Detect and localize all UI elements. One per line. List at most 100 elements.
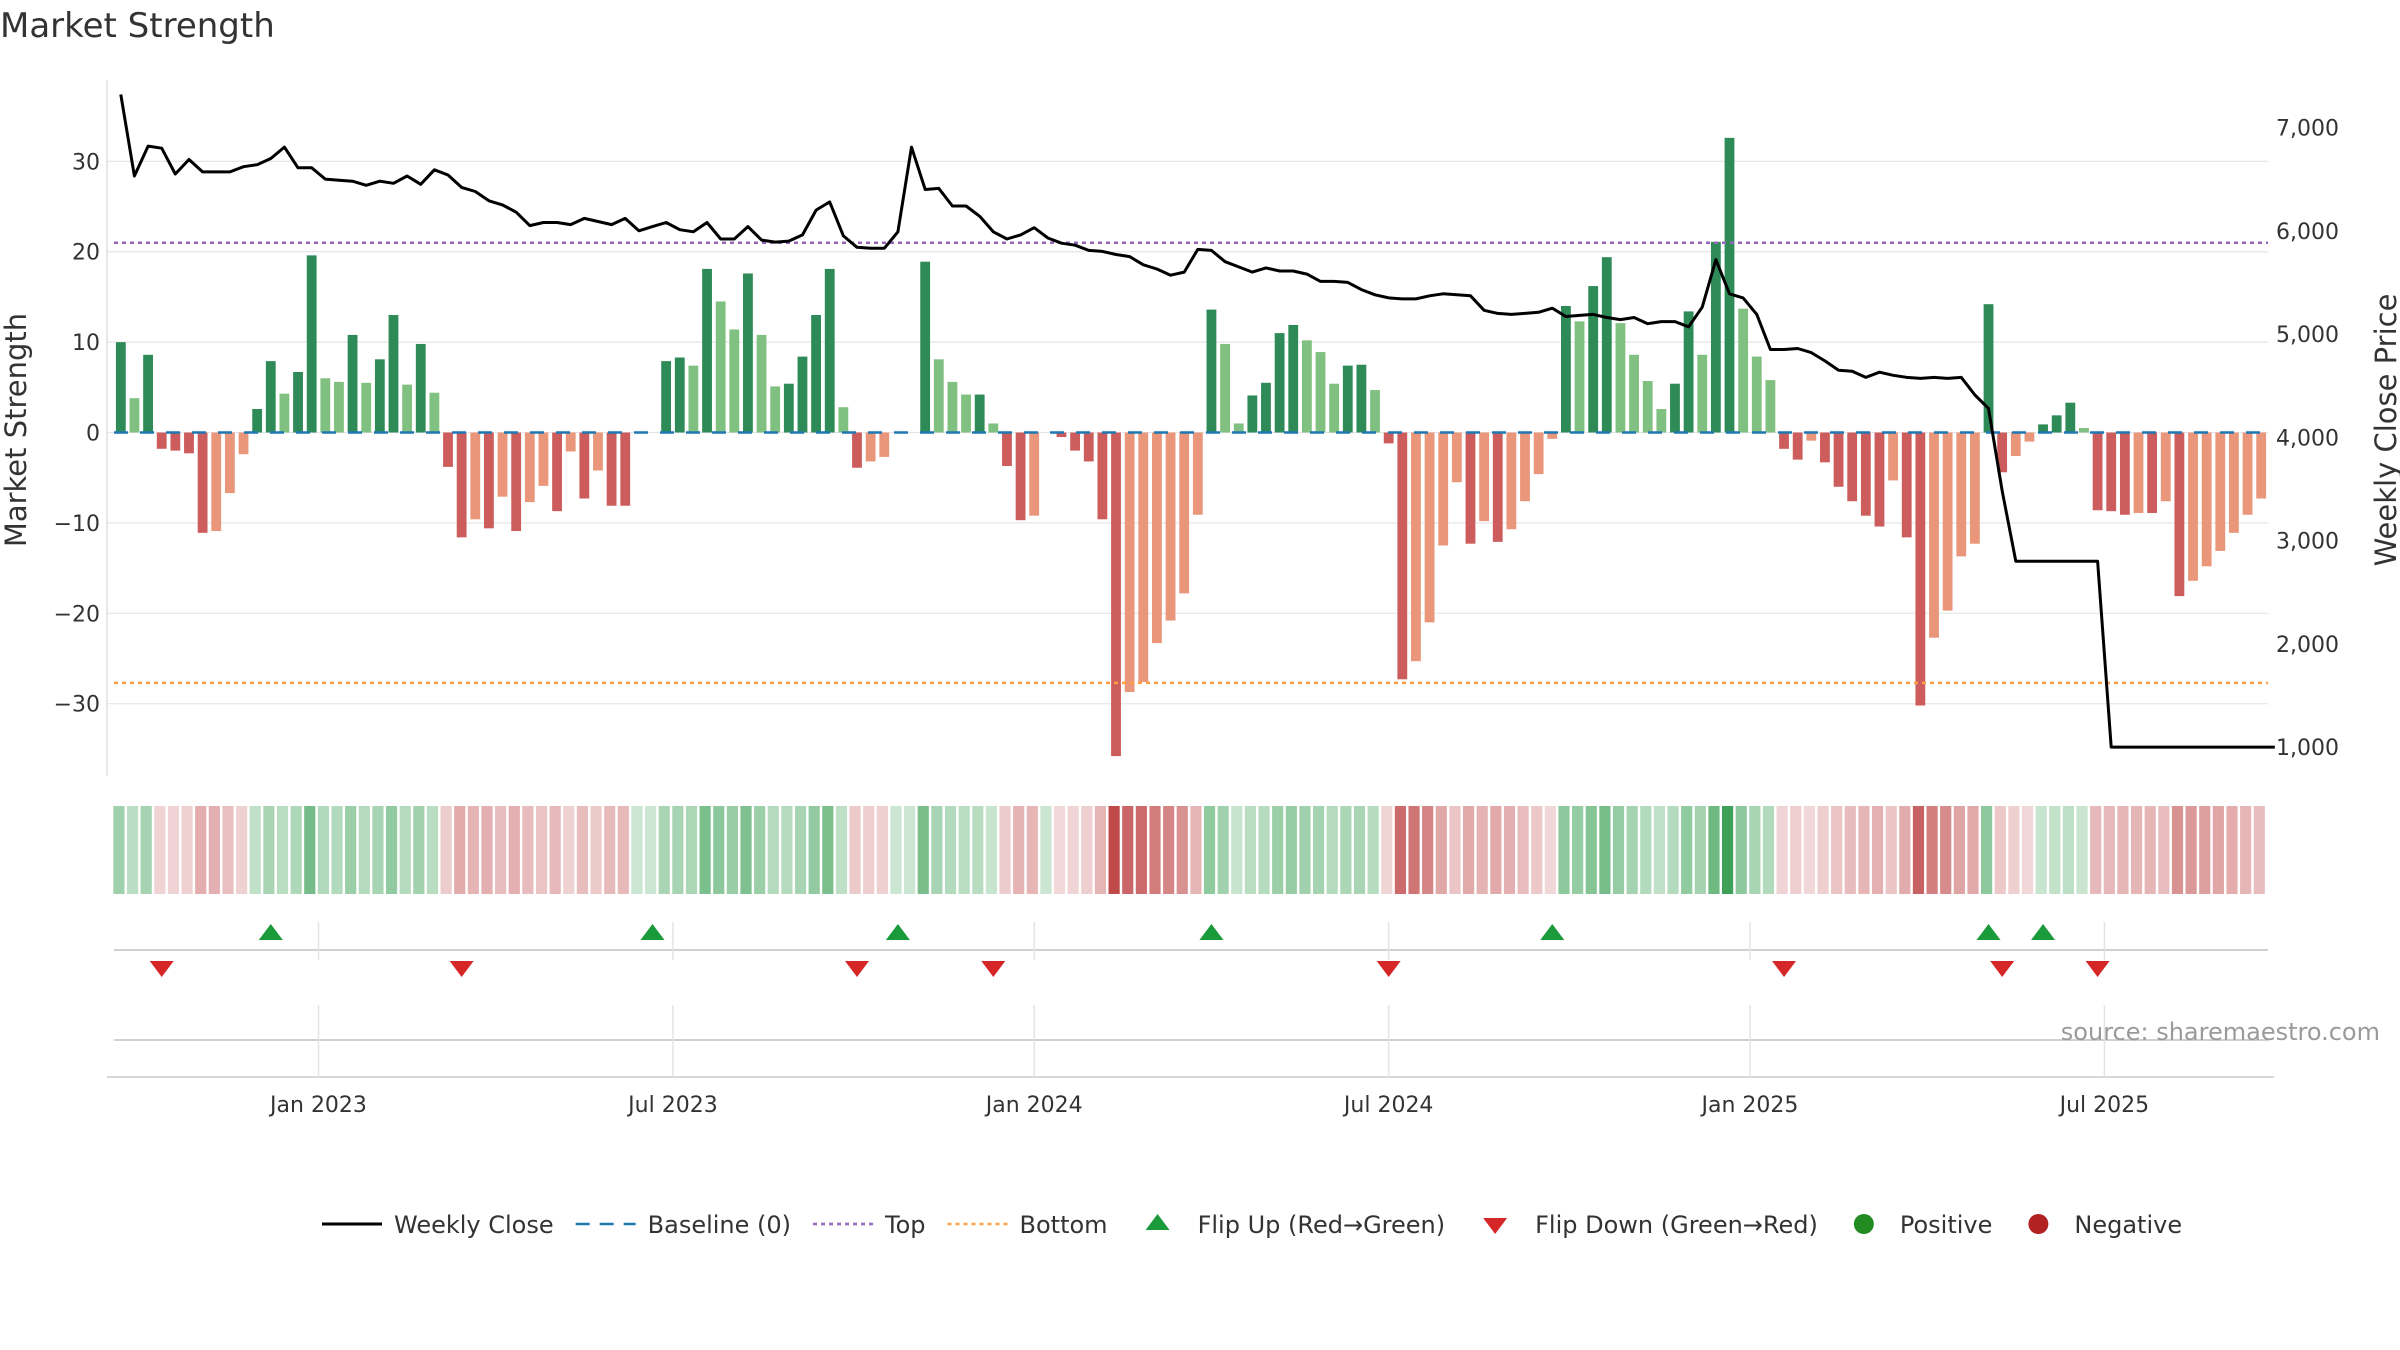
heat-cell xyxy=(1203,806,1216,894)
legend-label: Negative xyxy=(2074,1211,2182,1239)
legend-label: Weekly Close xyxy=(394,1211,554,1239)
strength-bar xyxy=(1710,241,1721,433)
y-tick-label-right: 6,000 xyxy=(2276,220,2339,245)
heat-cell xyxy=(1040,806,1052,894)
y-tick-label-left: 0 xyxy=(86,422,100,447)
legend-item: Flip Up (Red→Green) xyxy=(1145,1211,1446,1239)
heat-cell xyxy=(2253,806,2265,894)
legend-label: Baseline (0) xyxy=(648,1211,791,1239)
heat-cell xyxy=(1190,806,1202,894)
strength-bar xyxy=(770,386,781,433)
heat-cell xyxy=(1762,806,1775,894)
heat-cell xyxy=(645,806,657,894)
y-tick-label-right: 5,000 xyxy=(2276,323,2339,348)
strength-bar xyxy=(593,432,603,471)
strength-bar xyxy=(1397,432,1408,680)
strength-bar xyxy=(415,343,426,433)
strength-bar xyxy=(1315,352,1326,433)
strength-bar xyxy=(388,315,399,433)
strength-bar xyxy=(1111,432,1121,757)
heat-cell xyxy=(863,806,875,894)
y-tick-label-left: −20 xyxy=(54,602,100,627)
y-tick-label-left: 30 xyxy=(72,150,100,175)
strength-bar xyxy=(933,359,944,433)
heat-cell xyxy=(113,806,125,894)
heat-cell xyxy=(2240,806,2252,894)
heat-cell xyxy=(563,806,575,894)
heat-cell xyxy=(167,806,180,894)
heat-cell xyxy=(1244,806,1257,894)
strength-bar xyxy=(879,432,890,457)
strength-bar xyxy=(2051,415,2062,433)
strength-bar xyxy=(143,354,153,433)
strength-bar xyxy=(1724,137,1735,433)
heat-cell xyxy=(1394,806,1406,894)
y-tick-label-right: 2,000 xyxy=(2276,633,2339,658)
flip-down-marker xyxy=(1376,961,1401,977)
strength-bar xyxy=(1670,383,1680,433)
x-tick-label: Jul 2024 xyxy=(1342,1093,1434,1118)
strength-bar xyxy=(347,334,358,433)
flip-up-marker xyxy=(258,924,283,940)
strength-bar xyxy=(1888,432,1899,481)
y-tick-label-right: 1,000 xyxy=(2276,736,2339,761)
heat-cell xyxy=(1912,806,1925,894)
heat-cell xyxy=(590,806,602,894)
strength-bar xyxy=(1179,432,1190,594)
heat-cell xyxy=(876,806,888,894)
strength-bar xyxy=(2174,432,2185,597)
strength-bar xyxy=(429,392,440,433)
heat-cell xyxy=(1599,806,1611,894)
heat-cell xyxy=(1953,806,1965,894)
strength-bar xyxy=(538,432,549,486)
heat-cell xyxy=(794,806,807,894)
strength-bar xyxy=(947,381,958,433)
heat-cell xyxy=(1585,806,1597,894)
heat-cell xyxy=(617,806,629,894)
strength-bar xyxy=(1751,356,1762,433)
legend-label: Flip Up (Red→Green) xyxy=(1198,1211,1446,1239)
heat-cell xyxy=(413,806,425,894)
heat-cell xyxy=(1844,806,1856,894)
strength-bar xyxy=(620,432,631,506)
strength-bar xyxy=(279,393,290,433)
strength-bar xyxy=(361,382,372,433)
heat-cell xyxy=(358,806,370,894)
x-axis: Jan 2023 Jul 2023 Jan 2024 Jul 2024 Jan 2025… xyxy=(107,922,2274,1118)
heat-cell xyxy=(2130,806,2143,894)
strength-bar xyxy=(2133,432,2144,513)
heat-cell xyxy=(1149,806,1161,894)
strength-bar xyxy=(1492,432,1503,542)
heat-cell xyxy=(849,806,861,894)
heat-cell xyxy=(767,806,779,894)
strength-bar xyxy=(1860,432,1871,516)
strength-bar xyxy=(1997,432,2008,473)
heat-cell xyxy=(631,806,643,894)
strength-bar xyxy=(1261,382,1271,433)
strength-bar xyxy=(1874,432,1885,527)
heat-cell xyxy=(222,806,234,894)
strength-bar xyxy=(2092,432,2103,511)
strength-bar xyxy=(1806,432,1817,441)
strength-bar xyxy=(1029,432,1040,516)
heat-cell xyxy=(2226,806,2238,894)
strength-bar xyxy=(1929,432,1939,638)
heat-cell xyxy=(535,806,548,894)
legend-item: Weekly Close xyxy=(322,1211,554,1239)
y-tick-label-left: 10 xyxy=(72,331,100,356)
strength-bar xyxy=(661,361,672,433)
heat-cell xyxy=(944,806,957,894)
strength-bar xyxy=(715,301,726,433)
flip-markers xyxy=(114,924,2268,1041)
heat-cell xyxy=(1026,806,1038,894)
strength-bar xyxy=(1138,432,1149,682)
strength-bar xyxy=(1506,432,1517,530)
heat-cell xyxy=(1503,806,1516,894)
heat-cell xyxy=(276,806,289,894)
strength-bar xyxy=(1192,432,1203,515)
flip-up-marker xyxy=(1976,924,2001,940)
heat-cell xyxy=(154,806,166,894)
x-tick-label: Jan 2025 xyxy=(1699,1093,1798,1118)
strength-bar xyxy=(1097,432,1108,520)
